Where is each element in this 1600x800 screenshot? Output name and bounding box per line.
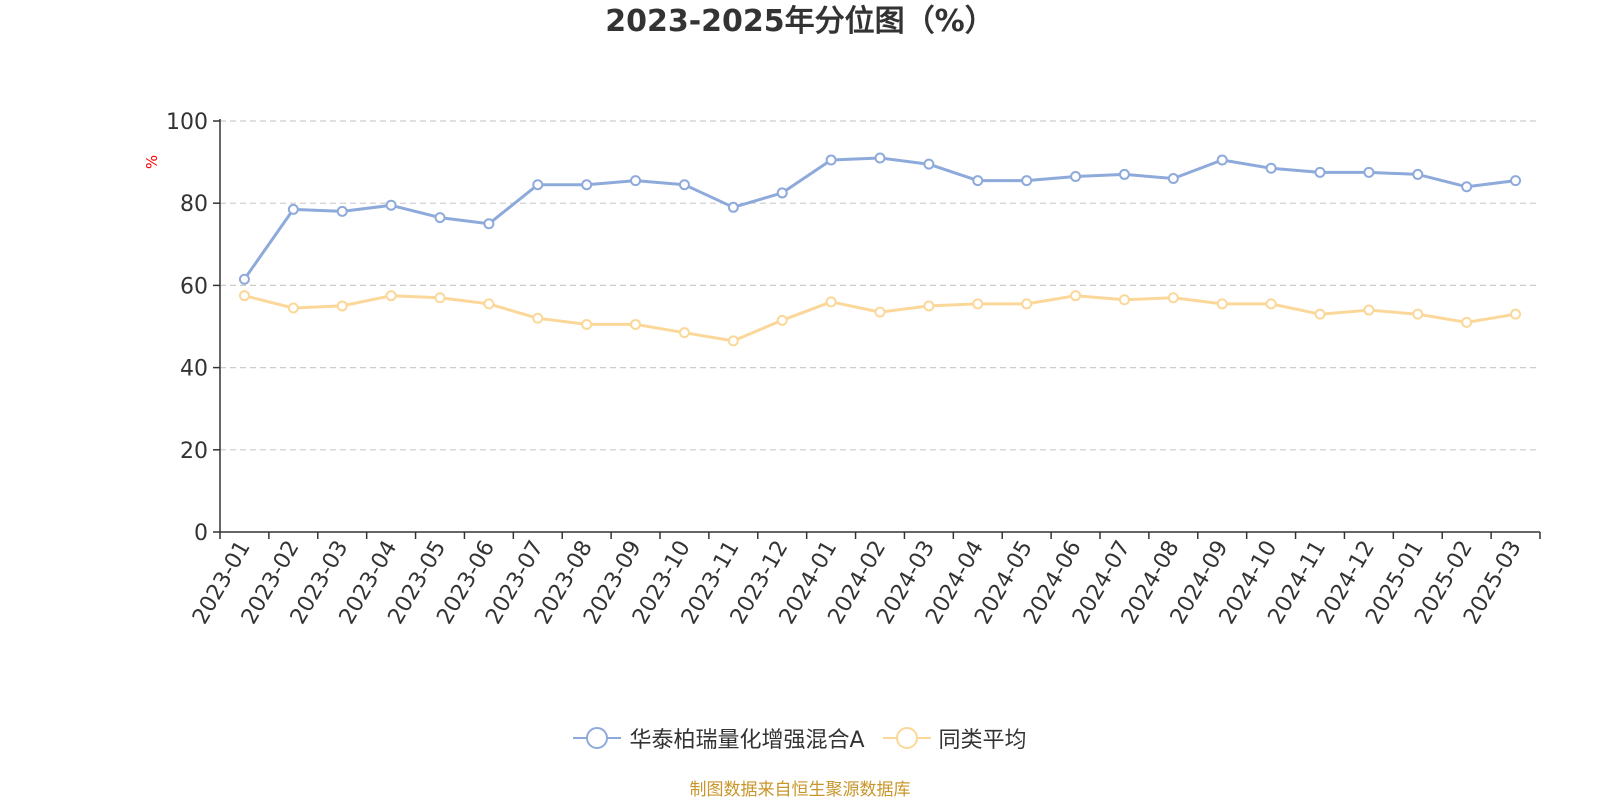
y-axis-label: % <box>143 155 161 169</box>
legend-marker-fund-icon <box>573 727 622 749</box>
data-point-series-0 <box>483 218 495 230</box>
data-point-series-0 <box>630 175 642 187</box>
data-point-series-0 <box>1412 168 1424 180</box>
data-point-series-0 <box>1314 166 1326 178</box>
axis-labels: 0204060801002023-012023-022023-032023-04… <box>143 110 1527 629</box>
source-note: 制图数据来自恒生聚源数据库 <box>689 780 911 800</box>
data-point-series-0 <box>238 273 250 285</box>
data-point-series-0 <box>1510 175 1522 187</box>
y-tick-label: 80 <box>180 192 208 217</box>
series-line-1 <box>244 294 1516 343</box>
data-point-series-0 <box>434 212 446 224</box>
data-point-series-0 <box>532 179 544 191</box>
data-point-series-0 <box>581 179 593 191</box>
legend-item-fund[interactable]: 华泰柏瑞量化增强混合A <box>573 722 865 754</box>
data-point-series-1 <box>1216 298 1228 310</box>
data-point-series-1 <box>630 318 642 330</box>
legend-item-average[interactable]: 同类平均 <box>882 722 1027 754</box>
data-point-series-0 <box>678 179 690 191</box>
data-point-series-0 <box>336 205 348 217</box>
data-point-series-1 <box>1461 316 1473 328</box>
data-point-series-1 <box>1167 292 1179 304</box>
chart-title: 2023-2025年分位图（%） <box>605 4 995 39</box>
data-point-series-0 <box>825 154 837 166</box>
data-point-series-0 <box>385 199 397 211</box>
data-point-series-1 <box>678 327 690 339</box>
data-point-series-1 <box>923 300 935 312</box>
data-point-series-1 <box>1412 308 1424 320</box>
data-point-series-1 <box>874 306 886 318</box>
data-point-series-1 <box>1265 298 1277 310</box>
data-point-series-0 <box>1363 166 1375 178</box>
data-point-series-1 <box>1314 308 1326 320</box>
legend: 华泰柏瑞量化增强混合A 同类平均 <box>0 722 1600 754</box>
data-point-series-1 <box>776 314 788 326</box>
legend-label-average: 同类平均 <box>938 728 1027 753</box>
data-point-series-0 <box>874 152 886 164</box>
data-point-series-1 <box>532 312 544 324</box>
data-point-series-1 <box>972 298 984 310</box>
legend-marker-average-icon <box>882 727 931 749</box>
data-point-series-0 <box>972 175 984 187</box>
y-tick-label: 0 <box>194 521 208 546</box>
data-point-series-1 <box>287 302 299 314</box>
y-tick-label: 40 <box>180 357 208 382</box>
data-point-series-0 <box>1021 175 1033 187</box>
data-point-series-1 <box>581 318 593 330</box>
grid-lines <box>220 120 1540 451</box>
data-point-series-0 <box>776 187 788 199</box>
data-point-series-0 <box>1265 162 1277 174</box>
data-point-series-1 <box>1510 308 1522 320</box>
data-point-series-0 <box>923 158 935 170</box>
data-point-series-1 <box>238 290 250 302</box>
data-point-series-1 <box>1021 298 1033 310</box>
data-point-series-1 <box>1070 290 1082 302</box>
data-point-series-0 <box>727 201 739 213</box>
data-point-series-1 <box>1363 304 1375 316</box>
data-point-series-1 <box>483 298 495 310</box>
y-tick-label: 60 <box>180 274 208 299</box>
data-point-series-1 <box>825 296 837 308</box>
data-point-series-1 <box>1118 294 1130 306</box>
data-point-series-0 <box>287 203 299 215</box>
data-point-series-0 <box>1461 181 1473 193</box>
data-point-series-1 <box>336 300 348 312</box>
data-point-series-0 <box>1070 170 1082 182</box>
legend-label-fund: 华泰柏瑞量化增强混合A <box>629 728 865 753</box>
y-tick-label: 20 <box>180 439 208 464</box>
data-point-series-0 <box>1216 154 1228 166</box>
series-lines <box>238 152 1522 347</box>
data-point-series-0 <box>1118 168 1130 180</box>
data-point-series-1 <box>727 335 739 347</box>
data-point-series-1 <box>385 290 397 302</box>
data-point-series-0 <box>1167 173 1179 185</box>
data-point-series-1 <box>434 292 446 304</box>
y-tick-label: 100 <box>166 110 208 135</box>
axes <box>213 119 1541 539</box>
